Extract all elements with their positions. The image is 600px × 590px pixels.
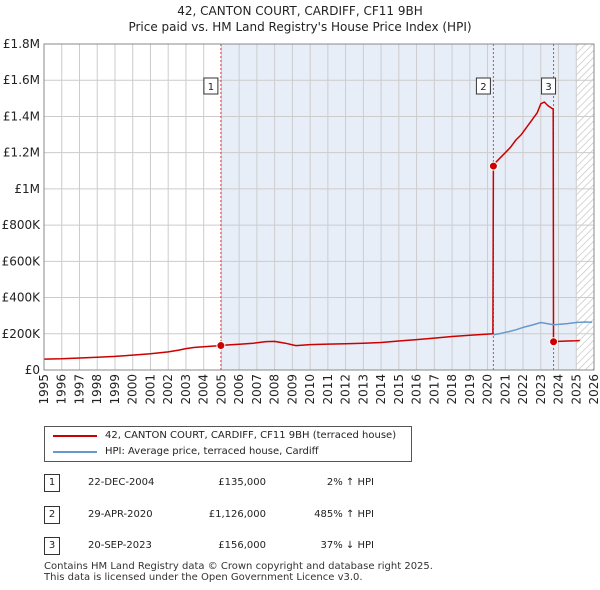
x-tick-label: 2014 <box>374 374 388 405</box>
legend-property-swatch <box>53 435 97 437</box>
x-tick-label: 2016 <box>410 374 424 405</box>
transaction-price: £135,000 <box>218 477 266 488</box>
transaction-date: 29-APR-2020 <box>88 509 153 520</box>
x-tick-label: 2024 <box>552 374 566 405</box>
legend-hpi-label: HPI: Average price, terraced house, Card… <box>105 446 319 457</box>
sale-marker <box>216 341 226 351</box>
transaction-number-badge: 2 <box>44 506 60 524</box>
transaction-number-badge: 1 <box>44 474 60 492</box>
y-tick-label: £1.4M <box>3 109 40 123</box>
y-tick-label: £1.8M <box>3 37 40 51</box>
x-tick-label: 2003 <box>179 374 193 405</box>
transaction-date: 20-SEP-2023 <box>88 540 152 551</box>
x-tick-label: 1996 <box>55 374 69 405</box>
transaction-date: 22-DEC-2004 <box>88 477 155 488</box>
y-tick-label: £600K <box>2 254 42 268</box>
x-tick-label: 2012 <box>339 374 353 405</box>
y-tick-label: £1M <box>14 182 40 196</box>
x-tick-label: 2018 <box>445 374 459 405</box>
x-tick-label: 2000 <box>126 374 140 405</box>
plot-frame <box>43 43 595 371</box>
chart-title-line2: Price paid vs. HM Land Registry's House … <box>128 20 472 34</box>
transaction-price: £1,126,000 <box>208 509 266 520</box>
sale-number-label: 2 <box>480 82 486 93</box>
transaction-row: 2 29-APR-2020 £1,126,000 485% ↑ HPI <box>44 506 444 524</box>
x-tick-label: 2007 <box>250 374 264 405</box>
x-tick-label: 2019 <box>463 374 477 405</box>
x-tick-label: 2022 <box>516 374 530 405</box>
x-tick-label: 2011 <box>321 374 335 405</box>
x-tick-label: 2021 <box>498 374 512 405</box>
x-tick-label: 2004 <box>197 374 211 405</box>
sale-number-box <box>475 77 491 95</box>
transaction-hpi-change: 37% ↓ HPI <box>320 540 374 551</box>
y-tick-label: £200K <box>2 327 42 341</box>
x-tick-label: 2002 <box>161 374 175 405</box>
sale-number-box <box>203 77 219 95</box>
x-tick-label: 2008 <box>268 374 282 405</box>
y-tick-label: £800K <box>2 218 42 232</box>
y-tick-label: £1.6M <box>3 73 40 87</box>
sale-number-box <box>541 77 557 95</box>
footer: Contains HM Land Registry data © Crown c… <box>44 561 433 583</box>
sale-number-label: 1 <box>208 82 214 93</box>
transaction-row: 1 22-DEC-2004 £135,000 2% ↑ HPI <box>44 474 444 492</box>
y-tick-label: £400K <box>2 291 42 305</box>
sale-number-label: 3 <box>545 82 551 93</box>
transaction-row: 3 20-SEP-2023 £156,000 37% ↓ HPI <box>44 537 444 555</box>
sale-marker <box>488 161 498 171</box>
x-tick-label: 1995 <box>37 374 51 405</box>
legend-hpi-swatch <box>53 451 97 453</box>
x-tick-label: 2015 <box>392 374 406 405</box>
legend-property-label: 42, CANTON COURT, CARDIFF, CF11 9BH (ter… <box>105 430 397 441</box>
x-tick-label: 2010 <box>303 374 317 405</box>
x-tick-label: 1998 <box>90 374 104 405</box>
sale-marker <box>549 337 559 347</box>
x-tick-label: 2001 <box>143 374 157 405</box>
x-tick-label: 2017 <box>427 374 441 405</box>
hpi-line <box>493 321 593 336</box>
x-tick-label: 2006 <box>232 374 246 405</box>
x-tick-label: 2005 <box>214 374 228 405</box>
y-tick-label: £0 <box>25 363 40 377</box>
transaction-number-badge: 3 <box>44 537 60 555</box>
footer-licence: This data is licensed under the Open Gov… <box>44 572 363 583</box>
x-tick-label: 1999 <box>108 374 122 405</box>
x-tick-label: 2020 <box>481 374 495 405</box>
future-hatch-region <box>576 44 594 370</box>
legend: 42, CANTON COURT, CARDIFF, CF11 9BH (ter… <box>44 426 412 462</box>
x-tick-label: 2009 <box>285 374 299 405</box>
x-tick-label: 2013 <box>356 374 370 405</box>
transaction-price: £156,000 <box>218 540 266 551</box>
transaction-hpi-change: 2% ↑ HPI <box>326 477 374 488</box>
transaction-hpi-change: 485% ↑ HPI <box>314 509 374 520</box>
x-tick-label: 1997 <box>72 374 86 405</box>
x-tick-label: 2026 <box>587 374 600 405</box>
footer-copyright: Contains HM Land Registry data © Crown c… <box>44 561 433 572</box>
chart-title-line1: 42, CANTON COURT, CARDIFF, CF11 9BH <box>177 4 423 18</box>
x-tick-label: 2023 <box>534 374 548 405</box>
property-price-line <box>43 101 580 360</box>
y-tick-label: £1.2M <box>3 146 40 160</box>
x-tick-label: 2025 <box>569 374 583 405</box>
